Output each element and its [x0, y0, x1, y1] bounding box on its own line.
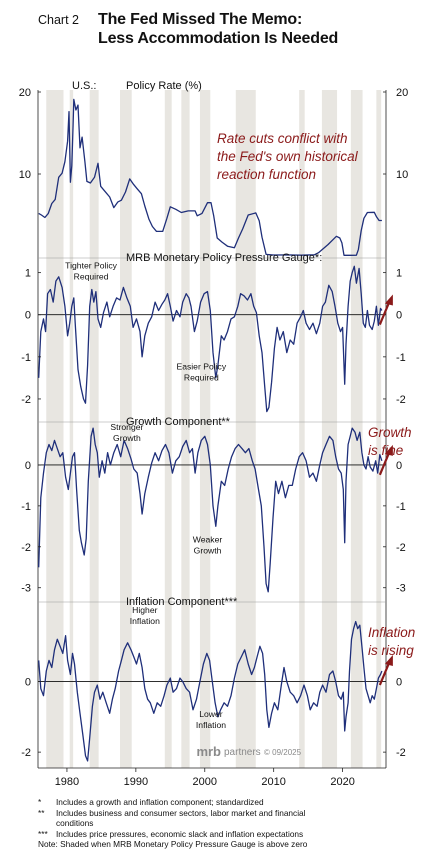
panel-annotation: Required — [184, 372, 219, 382]
y-tick-left: 1 — [25, 268, 31, 280]
shaded-period — [120, 90, 132, 768]
footnote-2: ** Includes business and consumer sectors… — [38, 807, 306, 818]
shaded-period — [69, 90, 74, 768]
panel-annotation: Tighter Policy — [65, 260, 117, 270]
panel-annotation: Stronger — [110, 422, 143, 432]
trend-arrow — [378, 660, 391, 686]
footnote-note: Note: Shaded when MRB Monetary Policy Pr… — [38, 839, 308, 850]
y-tick-left: -3 — [21, 583, 31, 595]
panel-annotation: Inflation — [196, 720, 226, 730]
shaded-period — [350, 90, 363, 768]
trend-arrow-head — [384, 294, 393, 306]
y-tick-right: 0 — [396, 310, 402, 322]
trend-arrow — [378, 450, 391, 476]
brand-logo: mrb — [196, 744, 221, 759]
y-tick-right: 0 — [396, 677, 402, 689]
series-line — [38, 620, 383, 762]
panel-annotation: Higher — [132, 605, 157, 615]
chart-title-line-1: The Fed Missed The Memo: — [98, 11, 303, 28]
shaded-period — [181, 90, 190, 768]
panel-title: MRB Monetary Policy Pressure Gauge*: — [126, 252, 322, 264]
x-tick-label: 2010 — [261, 776, 285, 788]
callout-text: reaction function — [217, 167, 316, 182]
y-tick-right: -1 — [396, 352, 406, 364]
x-tick-label: 2000 — [193, 776, 217, 788]
y-tick-right: -3 — [396, 583, 406, 595]
callout-text: Growth — [368, 425, 412, 440]
y-tick-left: 10 — [19, 169, 31, 181]
chart-title-line-2: Less Accommodation Is Needed — [98, 30, 339, 47]
y-tick-left: -2 — [21, 747, 31, 759]
y-tick-left: 0 — [25, 310, 31, 322]
panel-annotation: Growth — [194, 546, 222, 556]
y-tick-right: 10 — [396, 169, 408, 181]
panel-title: Policy Rate (%) — [126, 80, 202, 92]
y-tick-right: -2 — [396, 542, 406, 554]
panel-annotation: Inflation — [130, 616, 160, 626]
brand-name: partners — [224, 747, 261, 758]
callout-text: is fine — [368, 443, 403, 458]
panel-annotation: Weaker — [193, 535, 223, 545]
callout-text: the Fed's own historical — [217, 149, 359, 164]
trend-arrow — [378, 300, 391, 325]
y-tick-left: 0 — [25, 460, 31, 472]
x-tick-label: 1990 — [124, 776, 148, 788]
shaded-period — [235, 90, 256, 768]
chart-title: The Fed Missed The Memo: Less Accommodat… — [98, 10, 338, 48]
footnote-3: *** Includes price pressures, economic sl… — [38, 828, 304, 839]
x-tick-label: 2020 — [330, 776, 354, 788]
shaded-period — [376, 90, 382, 768]
x-tick-label: 1980 — [55, 776, 79, 788]
y-tick-right: -1 — [396, 501, 406, 513]
y-tick-right: 0 — [396, 460, 402, 472]
footnote-2-continued: conditions — [56, 818, 94, 829]
panel-title: Growth Component** — [126, 416, 231, 428]
y-tick-left: 20 — [19, 87, 31, 99]
brand-date: © 09/2025 — [264, 748, 302, 757]
chart-number: Chart 2 — [38, 13, 79, 27]
shaded-period — [299, 90, 305, 768]
shaded-period — [89, 90, 99, 768]
panel-annotation: Lower — [199, 709, 223, 719]
series-line — [38, 427, 383, 593]
y-tick-left: -1 — [21, 352, 31, 364]
series-line — [38, 265, 383, 413]
region-label: U.S.: — [72, 80, 96, 92]
y-tick-left: 0 — [25, 677, 31, 689]
callout-text: is rising — [368, 643, 414, 658]
series-line — [38, 98, 382, 256]
shaded-period — [199, 90, 211, 768]
y-tick-right: 1 — [396, 268, 402, 280]
shaded-period — [321, 90, 338, 768]
callout-text: Rate cuts conflict with — [217, 131, 348, 146]
panel-title: Inflation Component*** — [126, 596, 238, 608]
shaded-period — [46, 90, 64, 768]
footnotes: * Includes a growth and inflation compone… — [38, 797, 428, 850]
callout-text: Inflation — [368, 625, 415, 640]
y-tick-left: -2 — [21, 542, 31, 554]
trend-arrow-head — [384, 444, 393, 456]
y-tick-left: -2 — [21, 394, 31, 406]
shaded-period — [164, 90, 172, 768]
panel-annotation: Growth — [113, 433, 141, 443]
y-tick-right: -2 — [396, 747, 406, 759]
trend-arrow-head — [384, 655, 393, 667]
panel-annotation: Required — [74, 271, 109, 281]
panel-annotation: Easier Policy — [176, 361, 226, 371]
y-tick-right: -2 — [396, 394, 406, 406]
footnote-1: * Includes a growth and inflation compone… — [38, 797, 264, 807]
y-tick-right: 20 — [396, 87, 408, 99]
y-tick-left: -1 — [21, 501, 31, 513]
